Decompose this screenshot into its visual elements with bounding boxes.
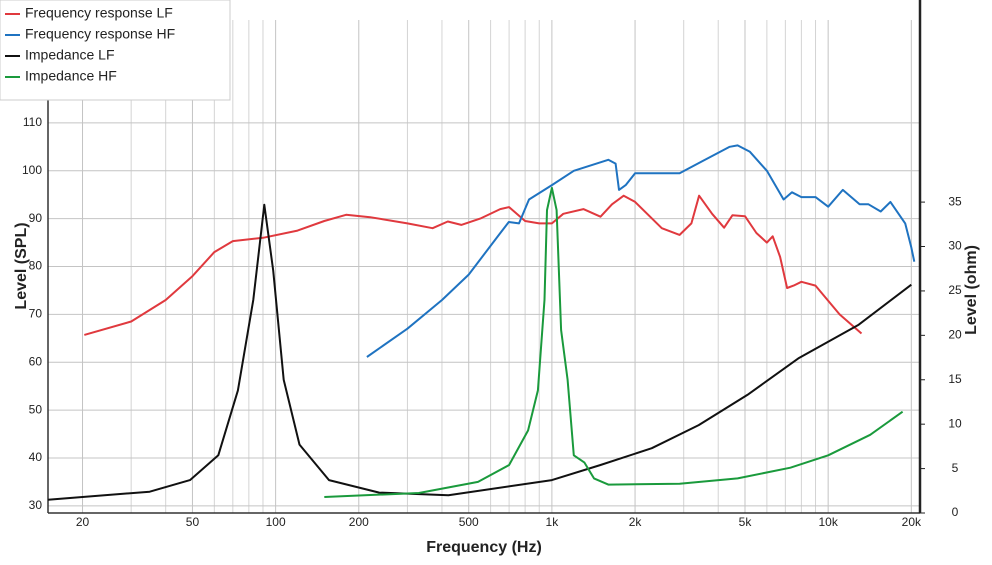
y-tick-label: 110 — [23, 115, 42, 129]
x-tick-label: 1k — [546, 515, 560, 529]
x-tick-label: 200 — [349, 515, 369, 529]
y2-tick-label: 5 — [952, 461, 959, 475]
x-tick-label: 10k — [818, 515, 838, 529]
y2-tick-label: 20 — [948, 328, 962, 342]
y-tick-label: 40 — [29, 450, 43, 464]
legend-text: Impedance LF — [25, 47, 115, 63]
legend-text: Frequency response LF — [25, 5, 173, 21]
legend-text: Impedance HF — [25, 68, 117, 84]
y-tick-label: 60 — [29, 354, 43, 368]
y2-tick-label: 35 — [948, 194, 962, 208]
y2-tick-label: 10 — [948, 416, 962, 430]
x-tick-label: 500 — [459, 515, 479, 529]
series-line — [47, 203, 912, 501]
x-tick-label: 20 — [76, 515, 90, 529]
y2-tick-label: 0 — [952, 505, 959, 519]
x-tick-label: 50 — [186, 515, 200, 529]
x-tick-label: 100 — [266, 515, 286, 529]
x-axis-title: Frequency (Hz) — [426, 539, 542, 556]
legend-text: Frequency response HF — [25, 26, 175, 42]
y-tick-label: 30 — [29, 498, 43, 512]
y-tick-label: 80 — [29, 259, 43, 273]
y2-axis-title: Level (ohm) — [963, 245, 980, 335]
series-line — [366, 144, 916, 358]
series-line — [324, 186, 904, 498]
y2-tick-label: 30 — [948, 239, 962, 253]
y-axis-title: Level (SPL) — [13, 222, 30, 309]
y2-tick-label: 25 — [948, 283, 962, 297]
x-tick-label: 20k — [902, 515, 922, 529]
series-line — [84, 194, 863, 336]
x-tick-label: 2k — [629, 515, 643, 529]
y-tick-label: 90 — [29, 211, 43, 225]
x-tick-label: 5k — [739, 515, 753, 529]
y2-tick-label: 15 — [948, 372, 962, 386]
y-tick-label: 50 — [29, 402, 43, 416]
legend-box — [0, 0, 231, 101]
y-tick-label: 100 — [22, 163, 42, 177]
y-tick-label: 70 — [29, 307, 43, 321]
